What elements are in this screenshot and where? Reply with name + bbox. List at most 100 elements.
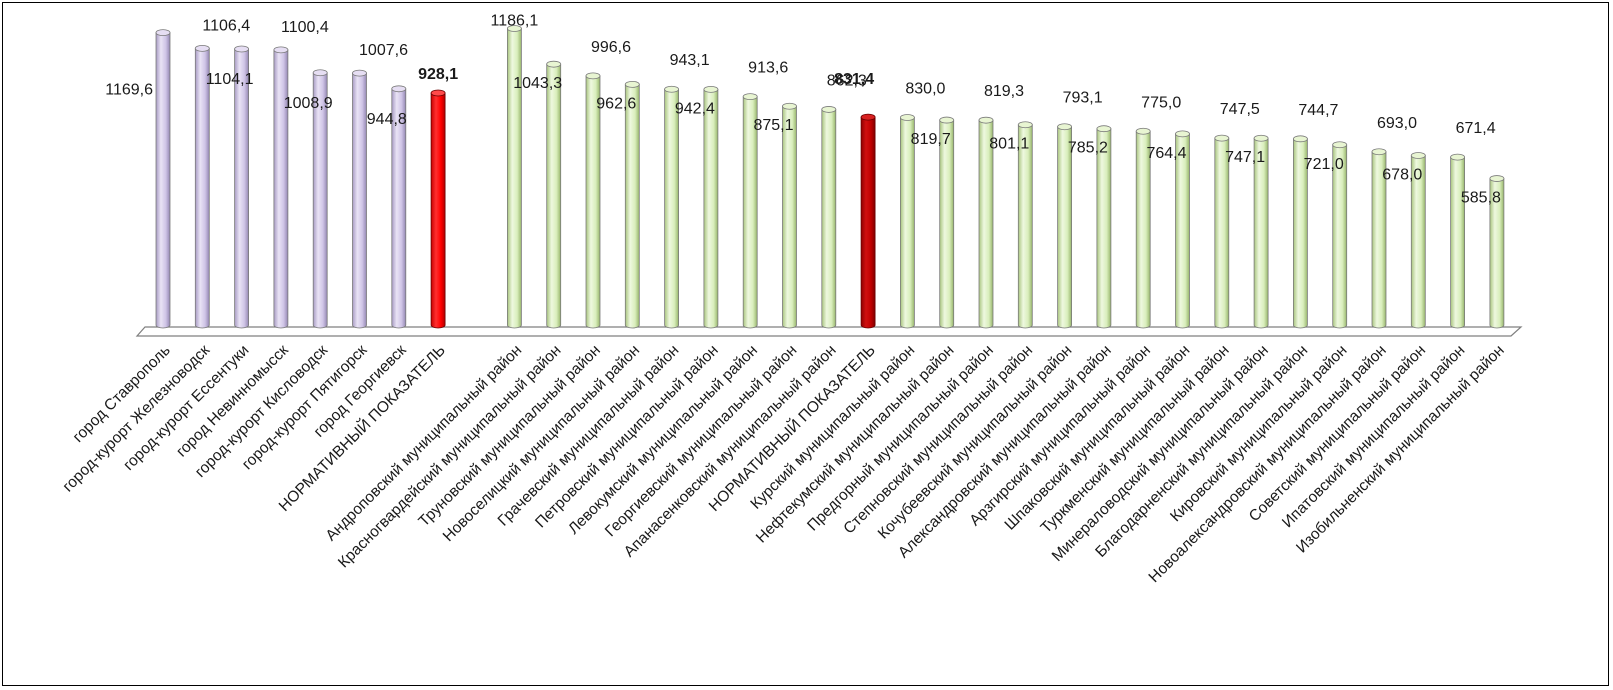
bar-top <box>1371 148 1387 156</box>
data-label: 875,1 <box>753 117 793 134</box>
data-label: 942,4 <box>675 100 715 117</box>
bar-body <box>939 119 955 329</box>
data-label: 1008,9 <box>284 95 333 112</box>
bar-body <box>900 117 915 329</box>
data-label: 1169,6 <box>105 82 153 99</box>
bar <box>978 116 994 329</box>
bar <box>900 114 915 329</box>
bar <box>273 46 289 329</box>
bar-top <box>1096 125 1112 133</box>
bar-top <box>585 72 601 80</box>
bar-top <box>234 45 250 53</box>
bar-body <box>1017 124 1033 329</box>
bar-body <box>234 48 249 329</box>
bar-top <box>1450 153 1465 161</box>
bar <box>664 85 679 329</box>
data-label: 1007,6 <box>359 42 408 59</box>
bar-body <box>1096 128 1112 329</box>
data-label: 785,2 <box>1068 140 1108 157</box>
bar <box>1175 130 1190 329</box>
data-label: 1106,4 <box>202 17 250 34</box>
bar <box>1489 175 1505 329</box>
bar <box>1332 141 1348 329</box>
bar <box>1371 148 1387 329</box>
data-label: 747,5 <box>1220 101 1260 118</box>
bar <box>1293 135 1308 329</box>
value-labels-layer: 1169,6 1106,4 1104,1 1100,4 1008,9 1007,6 944,… <box>105 12 1501 206</box>
data-label: 747,1 <box>1225 149 1265 166</box>
bar <box>1214 134 1230 329</box>
bar-top <box>430 89 446 97</box>
category-label: город-курорт Железноводск <box>59 342 213 496</box>
bar-body <box>1135 130 1151 329</box>
bar-body <box>1450 156 1465 329</box>
bar <box>703 86 719 329</box>
bar-top <box>1410 152 1426 159</box>
bar <box>352 69 367 329</box>
bar-top <box>1253 134 1269 142</box>
bar <box>546 60 562 329</box>
bar-body <box>352 72 367 329</box>
bar-body <box>821 109 837 329</box>
bar-body <box>742 96 758 329</box>
bar-top <box>939 116 955 124</box>
data-label: 913,6 <box>748 60 788 77</box>
bar-top <box>273 46 289 54</box>
data-label: 801,1 <box>989 136 1029 153</box>
bar <box>1410 152 1426 329</box>
bar-body <box>1214 137 1230 329</box>
bar <box>821 106 837 329</box>
bar <box>1017 121 1033 329</box>
bar <box>1057 123 1072 329</box>
bar-top <box>1214 134 1230 142</box>
bar-body <box>1293 138 1308 329</box>
bar-top <box>1057 123 1072 131</box>
data-label: 721,0 <box>1304 156 1344 173</box>
bar-body <box>546 63 562 329</box>
data-label: 1100,4 <box>281 19 329 36</box>
bar-body <box>1057 126 1072 329</box>
bar-body <box>624 83 640 329</box>
bar-body <box>1489 178 1505 329</box>
bar-normative <box>430 89 446 329</box>
bar-body <box>860 116 876 329</box>
bar <box>234 45 250 329</box>
bar <box>742 93 758 329</box>
bar-top <box>1293 135 1308 143</box>
bar-body <box>273 49 289 329</box>
data-label: 744,7 <box>1298 102 1338 119</box>
data-label: 996,6 <box>591 39 631 56</box>
bar-body <box>1332 144 1348 329</box>
bar-top <box>664 85 679 93</box>
bar <box>624 80 640 329</box>
bar-body <box>391 88 407 329</box>
bar <box>194 45 210 329</box>
bar-body <box>664 88 679 329</box>
bar-top <box>546 60 562 68</box>
data-label: 819,7 <box>911 131 951 148</box>
data-label: 1186,1 <box>491 12 539 29</box>
bar-top <box>900 114 915 121</box>
bar-top <box>703 86 719 93</box>
bar <box>939 116 955 329</box>
bar <box>1135 127 1151 329</box>
bar-chart: 1169,6 1106,4 1104,1 1100,4 1008,9 1007,6 944,… <box>59 12 1523 586</box>
bar-top <box>624 80 640 88</box>
data-label: 830,0 <box>905 81 945 98</box>
bar <box>155 29 171 329</box>
bar-body <box>585 75 601 329</box>
bar <box>1253 134 1269 329</box>
bar-body <box>507 28 522 329</box>
data-label: 775,0 <box>1141 94 1181 111</box>
bar-top <box>1017 121 1033 129</box>
bar-top <box>860 113 876 121</box>
bar-top <box>742 93 758 100</box>
data-label: 1104,1 <box>206 71 254 88</box>
bar <box>782 102 797 329</box>
data-label: 693,0 <box>1377 115 1417 132</box>
bar <box>391 85 407 329</box>
data-label: 944,8 <box>367 111 407 128</box>
bar-top <box>1135 127 1151 135</box>
